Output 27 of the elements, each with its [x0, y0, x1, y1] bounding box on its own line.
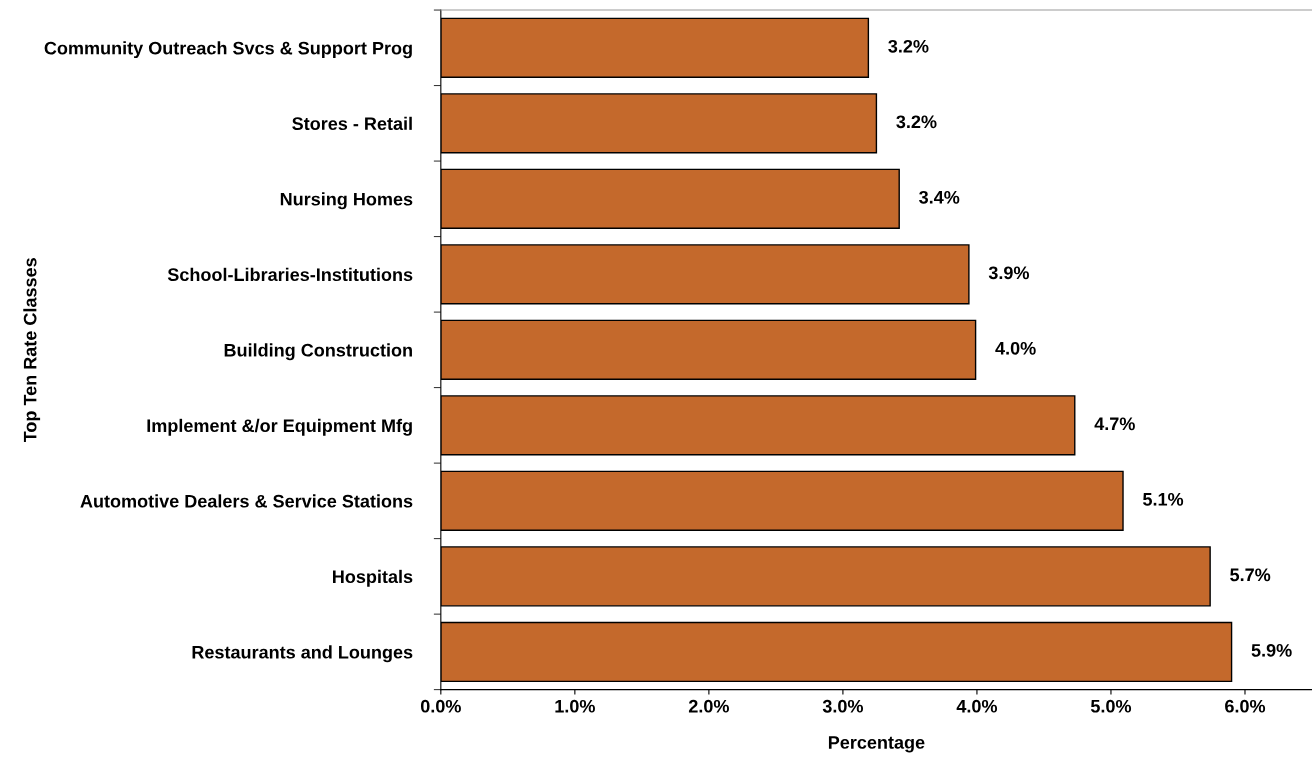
data-label: 5.9%: [1251, 643, 1292, 657]
y-tick-label: Hospitals: [333, 569, 413, 587]
x-tick-label: 0.0%: [420, 699, 461, 713]
y-tick-label: Implement &/or Equipment Mfg: [147, 418, 412, 436]
y-tick-label: Stores - Retail: [292, 116, 412, 131]
x-tick-label: 2.0%: [688, 699, 729, 713]
data-label: 5.1%: [1143, 492, 1184, 506]
data-label: 5.7%: [1230, 568, 1271, 582]
data-label: 3.2%: [888, 39, 929, 53]
data-label: 3.9%: [988, 266, 1030, 280]
y-tick-label: Automotive Dealers & Service Stations: [80, 494, 413, 508]
y-tick-label: Community Outreach Svcs & Support Prog: [44, 41, 412, 59]
x-tick-label: 5.0%: [1090, 699, 1132, 713]
y-tick-label: Nursing Homes: [280, 192, 413, 210]
data-label: 3.4%: [919, 190, 960, 204]
data-label: 4.0%: [995, 341, 1036, 355]
y-tick-label: School-Libraries-Institutions: [167, 267, 413, 282]
y-axis-title: Top Ten Rate Classes: [23, 258, 41, 443]
x-tick-label: 4.0%: [956, 699, 998, 713]
y-tick-label: Restaurants and Lounges: [192, 645, 413, 663]
x-tick-label: 1.0%: [555, 699, 595, 713]
x-axis-title: Percentage: [828, 736, 925, 753]
data-label: 4.7%: [1094, 417, 1135, 431]
data-label: 3.2%: [896, 115, 937, 129]
y-tick-label: Building Construction: [224, 343, 412, 361]
x-tick-label: 3.0%: [822, 699, 864, 713]
x-tick-label: 6.0%: [1225, 699, 1266, 713]
